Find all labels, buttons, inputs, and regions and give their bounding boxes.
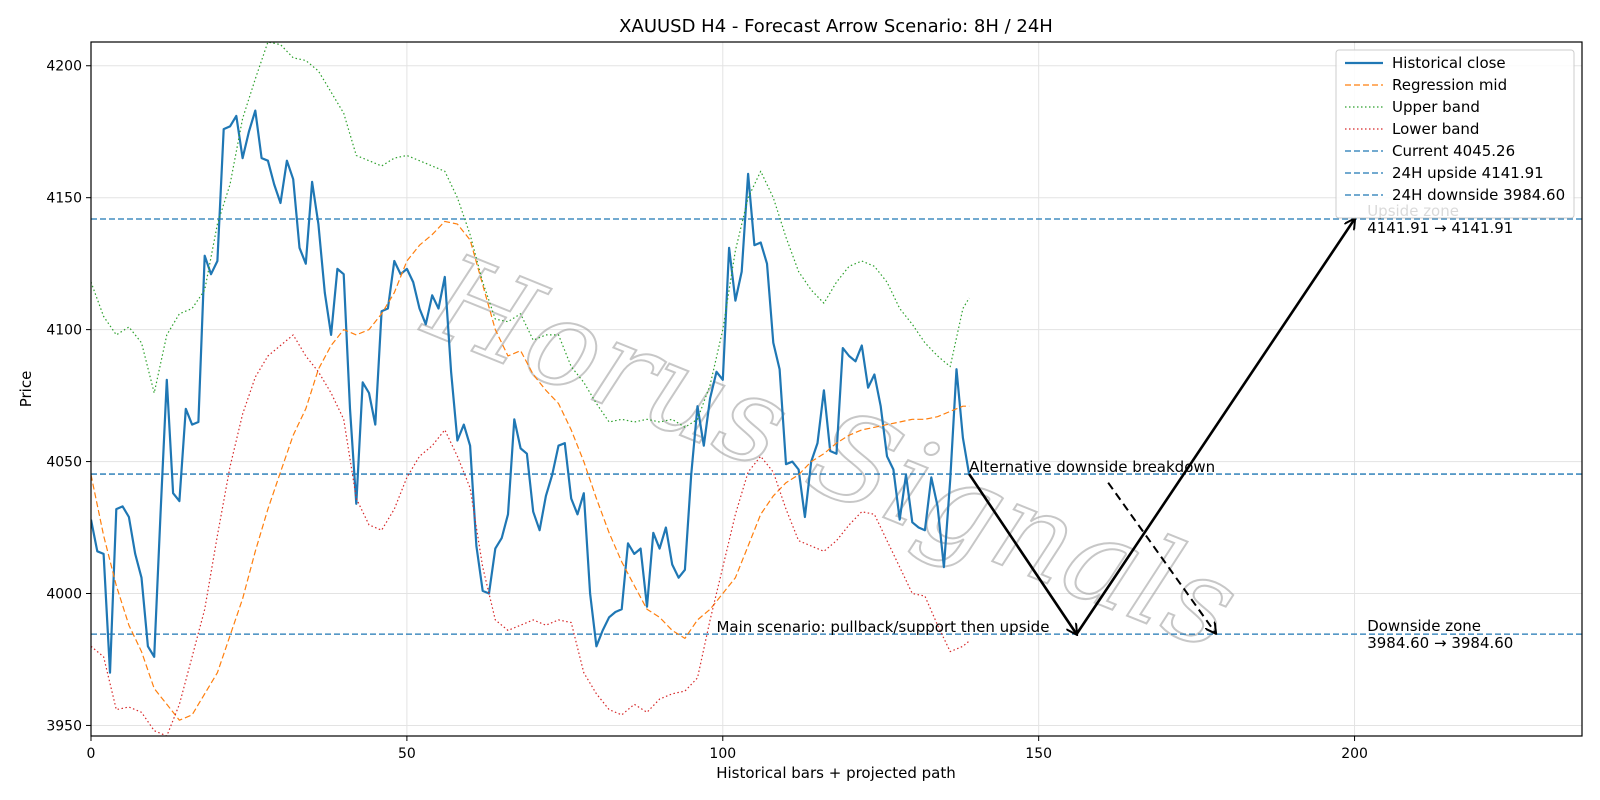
x-tick-label: 0 bbox=[87, 746, 96, 762]
series-line bbox=[91, 334, 970, 736]
x-tick-label: 100 bbox=[709, 746, 736, 762]
x-tick-label: 150 bbox=[1025, 746, 1052, 762]
x-tick-label: 50 bbox=[398, 746, 416, 762]
legend-label: Upper band bbox=[1392, 98, 1480, 116]
y-tick-label: 4100 bbox=[46, 323, 82, 339]
alternative-annotation: Alternative downside breakdown bbox=[969, 458, 1215, 476]
downside-zone-label: Downside zone bbox=[1367, 617, 1481, 635]
legend: Historical close Regression mid Upper band… bbox=[1335, 49, 1575, 219]
y-tick-label: 4200 bbox=[46, 59, 82, 75]
y-tick-label: 3950 bbox=[46, 718, 82, 734]
grid bbox=[90, 42, 1582, 736]
main-scenario-annotation: Main scenario: pullback/support then ups… bbox=[716, 618, 1049, 636]
forecast-arrow bbox=[1075, 219, 1355, 635]
legend-label: Regression mid bbox=[1392, 76, 1507, 94]
reference-lines bbox=[91, 218, 1582, 635]
y-tick-label: 4050 bbox=[46, 455, 82, 471]
upside-zone-range: 4141.91 → 4141.91 bbox=[1367, 219, 1513, 237]
chart-title: XAUUSD H4 - Forecast Arrow Scenario: 8H … bbox=[619, 16, 1053, 37]
legend-label: Lower band bbox=[1392, 120, 1479, 138]
legend-label: Historical close bbox=[1392, 54, 1506, 72]
legend-box bbox=[1335, 49, 1575, 219]
series-lines bbox=[91, 42, 971, 736]
series-line bbox=[91, 109, 971, 674]
plot-frame bbox=[90, 41, 1583, 737]
x-axis-label: Historical bars + projected path bbox=[716, 764, 956, 782]
y-tick-label: 4000 bbox=[46, 587, 82, 603]
legend-label: 24H downside 3984.60 bbox=[1392, 186, 1565, 204]
downside-zone-range: 3984.60 → 3984.60 bbox=[1367, 634, 1513, 652]
series-line bbox=[91, 220, 970, 721]
legend-label: 24H upside 4141.91 bbox=[1392, 164, 1544, 182]
x-tick-label: 200 bbox=[1341, 746, 1368, 762]
forecast-arrows bbox=[968, 219, 1355, 635]
y-tick-label: 4150 bbox=[46, 191, 82, 207]
axis-ticks: 0 50 100 150 200 3950 4000 4050 4100 4150 4200 bbox=[46, 59, 1368, 762]
forecast-arrow bbox=[1107, 482, 1215, 633]
forecast-arrow bbox=[968, 473, 1076, 634]
legend-label: Current 4045.26 bbox=[1392, 142, 1515, 160]
y-axis-label: Price bbox=[17, 371, 35, 408]
